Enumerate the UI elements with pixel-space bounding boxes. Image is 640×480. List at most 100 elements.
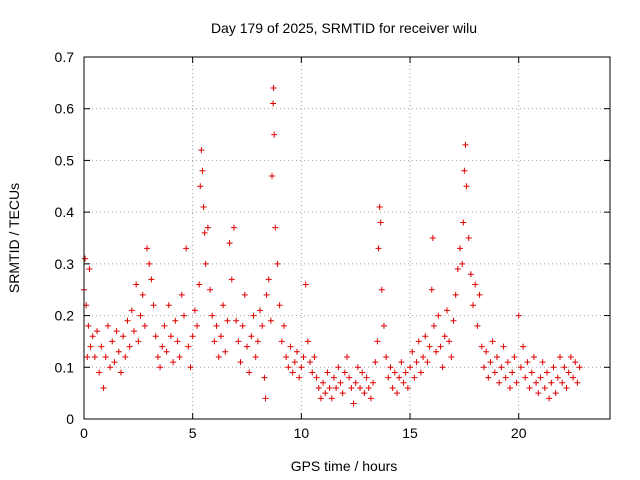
data-point <box>120 333 127 340</box>
data-point <box>426 343 433 350</box>
data-point <box>370 379 377 386</box>
data-point <box>437 343 444 350</box>
data-point <box>150 302 157 309</box>
data-point <box>365 384 372 391</box>
data-point <box>146 260 153 267</box>
data-point <box>152 333 159 340</box>
data-point <box>413 359 420 366</box>
data-point <box>220 302 227 309</box>
data-point <box>372 359 379 366</box>
data-point <box>460 219 467 226</box>
data-point <box>115 348 122 355</box>
data-point <box>262 395 269 402</box>
data-point <box>296 374 303 381</box>
data-point <box>328 395 335 402</box>
data-point <box>383 353 390 360</box>
data-point <box>170 359 177 366</box>
data-point <box>84 353 91 360</box>
data-point <box>330 374 337 381</box>
data-point <box>515 312 522 319</box>
data-point <box>200 203 207 210</box>
data-point <box>539 359 546 366</box>
chart-title: Day 179 of 2025, SRMTID for receiver wil… <box>211 20 477 36</box>
data-point <box>137 312 144 319</box>
data-point <box>102 353 109 360</box>
data-point <box>135 338 142 345</box>
data-point <box>570 374 577 381</box>
data-point <box>163 348 170 355</box>
data-point <box>287 343 294 350</box>
data-point <box>459 260 466 267</box>
data-point <box>461 167 468 174</box>
data-point <box>391 369 398 376</box>
data-point <box>317 395 324 402</box>
data-point <box>270 100 277 107</box>
data-point <box>511 353 518 360</box>
data-point <box>483 348 490 355</box>
data-point <box>367 395 374 402</box>
data-point <box>433 348 440 355</box>
data-point <box>122 353 129 360</box>
data-point <box>417 369 424 376</box>
data-point <box>504 359 511 366</box>
data-point <box>502 374 509 381</box>
x-tick-label: 0 <box>80 425 88 441</box>
data-point <box>546 395 553 402</box>
data-point <box>428 286 435 293</box>
data-point <box>154 353 161 360</box>
data-point <box>300 353 307 360</box>
data-point <box>550 364 557 371</box>
data-point <box>267 317 274 324</box>
data-point <box>567 353 574 360</box>
y-axis-label: SRMTID / TECUs <box>6 183 22 293</box>
data-point <box>498 364 505 371</box>
data-point <box>111 359 118 366</box>
data-point <box>520 343 527 350</box>
data-point <box>354 364 361 371</box>
data-point <box>226 240 233 247</box>
data-point <box>271 131 278 138</box>
data-point <box>465 235 472 241</box>
grid-layer <box>84 57 610 419</box>
data-point <box>311 353 318 360</box>
data-point <box>217 333 224 340</box>
data-point <box>204 224 211 231</box>
data-point <box>359 369 366 376</box>
data-point <box>307 359 314 366</box>
data-point <box>393 390 400 397</box>
data-point <box>339 390 346 397</box>
data-point <box>276 302 283 309</box>
data-point <box>496 379 503 386</box>
data-point <box>124 317 131 324</box>
data-point <box>197 183 204 190</box>
data-point <box>86 266 93 273</box>
data-point <box>257 307 264 314</box>
data-point <box>291 359 298 366</box>
data-point <box>374 338 381 345</box>
data-point <box>430 322 437 329</box>
data-point <box>411 374 418 381</box>
data-point <box>576 364 583 371</box>
data-point <box>165 302 172 309</box>
data-point <box>557 353 564 360</box>
data-point <box>522 374 529 381</box>
y-tick-label: 0.6 <box>55 101 75 117</box>
data-point <box>196 281 203 288</box>
data-point <box>85 322 92 329</box>
data-point <box>202 260 209 267</box>
data-points <box>81 85 583 407</box>
data-point <box>528 369 535 376</box>
data-point <box>509 369 516 376</box>
data-point <box>535 390 542 397</box>
data-point <box>233 317 240 324</box>
data-point <box>320 379 327 386</box>
data-point <box>500 343 507 350</box>
data-point <box>480 364 487 371</box>
data-point <box>224 317 231 324</box>
data-point <box>235 338 242 345</box>
data-point <box>298 364 305 371</box>
data-point <box>82 255 89 262</box>
data-point <box>352 379 359 386</box>
data-point <box>187 364 194 371</box>
data-point <box>126 343 133 350</box>
